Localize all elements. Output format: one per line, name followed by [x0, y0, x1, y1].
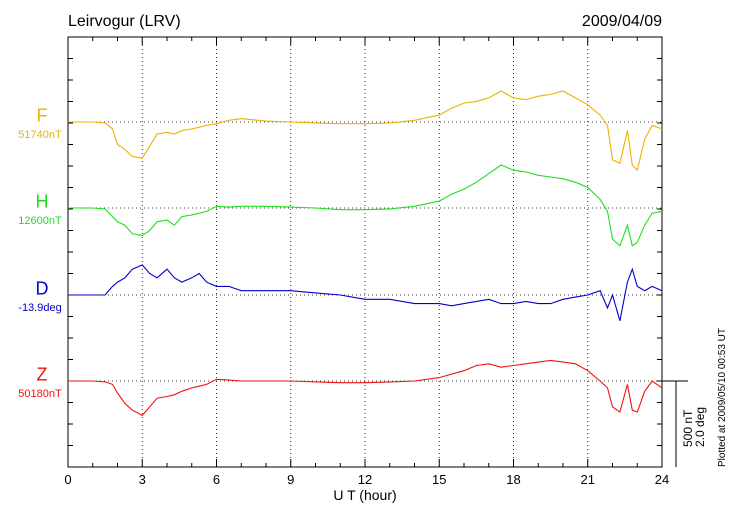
baseline-label-d: -13.9deg: [18, 302, 61, 314]
x-tick-label: 24: [655, 472, 669, 487]
series-line-d: [68, 264, 663, 321]
baseline-label-f: 51740nT: [18, 129, 62, 141]
x-tick-label: 12: [358, 472, 372, 487]
series-line-z: [68, 359, 663, 417]
x-tick-label: 15: [432, 472, 446, 487]
x-tick-label: 0: [64, 472, 71, 487]
plotted-note: Plotted at 2009/05/10 00:53 UT: [717, 328, 728, 467]
x-axis-label: U T (hour): [333, 487, 396, 503]
baseline-label-h: 12600nT: [18, 215, 62, 227]
x-tick-label: 21: [581, 472, 595, 487]
series-label-h: H: [36, 192, 49, 212]
series-label-f: F: [37, 106, 48, 126]
baseline-label-z: 50180nT: [18, 388, 62, 400]
x-tick-label: 3: [139, 472, 146, 487]
chart-title: Leirvogur (LRV): [68, 13, 181, 30]
scale-bar-nt: 500 nT: [681, 409, 695, 447]
series-label-d: D: [36, 279, 49, 299]
x-tick-labels: 0 3 6 9 12 15 18 21 24: [64, 472, 669, 487]
grid: [68, 37, 662, 467]
x-tick-label: 9: [287, 472, 294, 487]
scale-bar: 500 nT 2.0 deg: [662, 380, 707, 467]
x-tick-label: 18: [506, 472, 520, 487]
series-line-h: [68, 164, 663, 247]
x-tick-label: 6: [213, 472, 220, 487]
series-line-f: [68, 90, 663, 172]
chart-date: 2009/04/09: [582, 13, 662, 30]
series-layer: F 51740nT H 12600nT D -13.9deg Z 50180nT: [18, 90, 663, 417]
scale-bar-deg: 2.0 deg: [693, 407, 707, 447]
series-label-z: Z: [37, 365, 48, 385]
